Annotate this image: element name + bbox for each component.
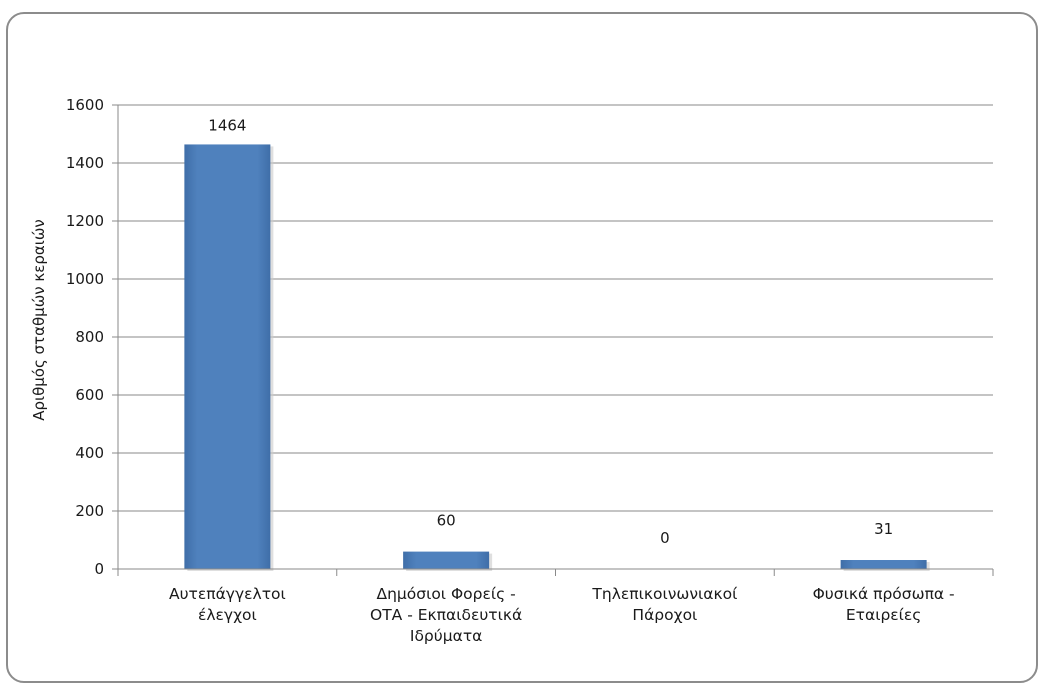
x-tick-label-1-0: Δημόσιοι Φορείς - <box>376 585 515 603</box>
y-tick-label-600: 600 <box>75 386 104 404</box>
y-tick-label-1600: 1600 <box>66 96 104 114</box>
x-tick-label-0-1: έλεγχοι <box>198 606 257 624</box>
x-tick-label-2-0: Τηλεπικοινωνιακοί <box>591 585 738 603</box>
x-tick-label-0-0: Αυτεπάγγελτοι <box>169 585 286 603</box>
data-label-1: 60 <box>437 512 456 530</box>
y-tick-label-800: 800 <box>75 328 104 346</box>
bar-3 <box>840 560 927 569</box>
x-tick-label-3-0: Φυσικά πρόσωπα - <box>813 585 955 603</box>
bar-1 <box>403 551 490 569</box>
y-axis-title: Αριθμός σταθμών κεραιών <box>30 219 48 421</box>
x-tick-label-3-1: Εταιρείες <box>846 606 922 624</box>
y-tick-label-0: 0 <box>94 560 104 578</box>
data-label-0: 1464 <box>208 116 246 134</box>
chart-frame <box>6 12 1038 683</box>
y-tick-label-1000: 1000 <box>66 270 104 288</box>
x-tick-label-1-2: Ιδρύματα <box>410 627 483 645</box>
x-tick-label-1-1: ΟΤΑ - Εκπαιδευτικά <box>370 606 522 624</box>
data-label-3: 31 <box>874 520 893 538</box>
y-tick-label-200: 200 <box>75 502 104 520</box>
y-tick-label-1200: 1200 <box>66 212 104 230</box>
y-tick-label-400: 400 <box>75 444 104 462</box>
y-tick-label-1400: 1400 <box>66 154 104 172</box>
data-label-2: 0 <box>660 529 670 547</box>
bar-0 <box>184 144 271 569</box>
x-tick-label-2-1: Πάροχοι <box>632 606 697 624</box>
